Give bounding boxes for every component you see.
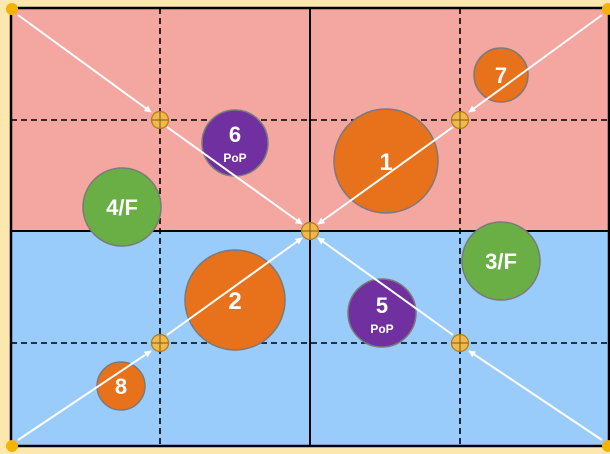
node-bottom-right <box>450 333 470 353</box>
circle-3-label: 3/F <box>485 249 517 274</box>
grid-nodes <box>150 110 470 353</box>
corner-dot-top-left <box>6 3 18 15</box>
corner-dots <box>6 3 610 452</box>
circle-7-shape <box>473 47 529 103</box>
node-top-left <box>150 110 170 130</box>
arrow-top-right-outer <box>468 14 603 113</box>
arrow-top-left-inner <box>166 126 303 225</box>
circle-6-sublabel: PoP <box>223 151 246 165</box>
arrow-bottom-left-inner <box>166 237 303 336</box>
circle-5: 5 PoP <box>347 278 417 348</box>
circle-8: 8 <box>96 361 146 411</box>
arrow-bottom-right-inner <box>317 237 454 336</box>
circle-3: 3/F <box>461 221 541 301</box>
circle-4-label: 4/F <box>106 195 138 220</box>
corner-dot-bottom-right <box>602 440 610 452</box>
circle-5-label: 5 <box>376 293 388 318</box>
corner-dot-bottom-left <box>6 440 18 452</box>
node-bottom-left <box>150 333 170 353</box>
arrow-bottom-right-outer <box>468 350 603 441</box>
circle-5-sublabel: PoP <box>370 322 393 336</box>
circle-1-label: 1 <box>379 149 392 176</box>
arrows <box>17 14 603 441</box>
circle-4-shape <box>82 167 162 247</box>
arrow-top-right-inner <box>317 126 454 225</box>
circle-7: 7 <box>473 47 529 103</box>
circle-8-label: 8 <box>115 374 127 399</box>
arrow-bottom-left-outer <box>17 350 152 441</box>
node-center <box>300 221 320 241</box>
circle-4: 4/F <box>82 167 162 247</box>
arrow-top-left-outer <box>17 14 152 113</box>
circle-2-label: 2 <box>228 288 241 315</box>
circle-3-shape <box>461 221 541 301</box>
circle-1: 1 <box>333 108 439 214</box>
circle-2: 2 <box>184 249 286 351</box>
circle-2-shape <box>184 249 286 351</box>
circle-7-label: 7 <box>495 63 507 88</box>
circle-6-label: 6 <box>229 122 241 147</box>
circle-1-shape <box>333 108 439 214</box>
node-top-right <box>450 110 470 130</box>
circle-6: 6 PoP <box>201 109 269 177</box>
corner-dot-top-right <box>602 3 610 15</box>
